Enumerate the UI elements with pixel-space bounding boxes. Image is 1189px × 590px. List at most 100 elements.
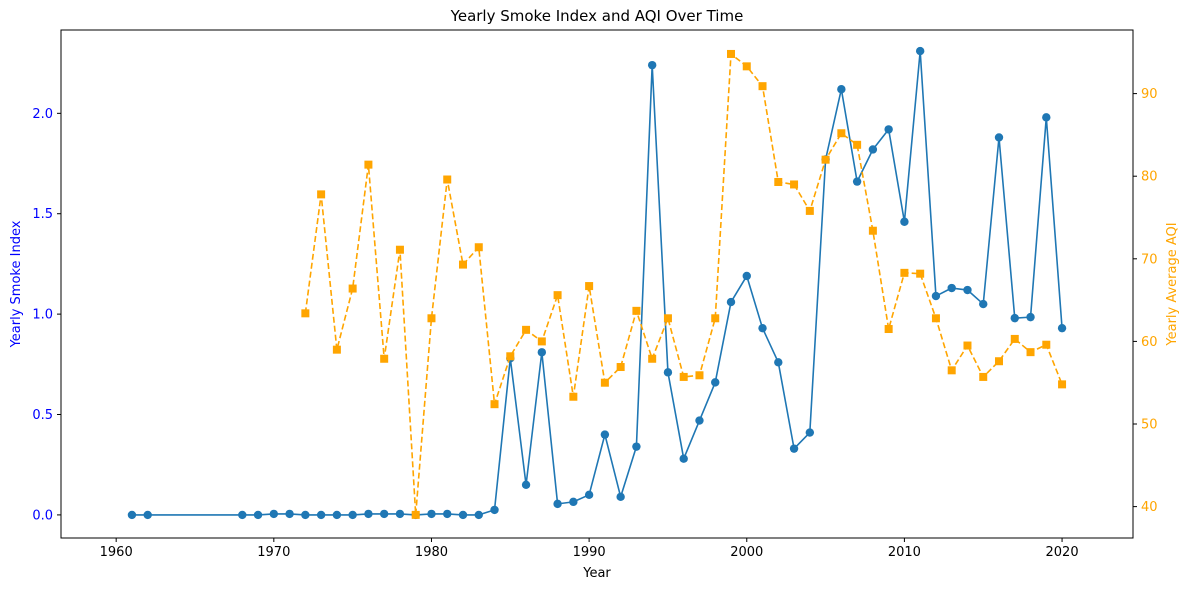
y-left-tick-label: 1.5 (32, 207, 53, 222)
aqi-point (711, 314, 720, 323)
aqi-point (963, 341, 972, 350)
y-right-tick-label: 80 (1141, 170, 1158, 185)
smoke-index-point (742, 271, 751, 281)
smoke-index-point (837, 85, 846, 94)
smoke-index-point (915, 46, 925, 56)
y-left-tick-label: 0.0 (32, 508, 53, 523)
x-tick-label: 2020 (1046, 545, 1079, 560)
x-tick-label: 1960 (100, 545, 133, 560)
aqi-point (979, 372, 988, 381)
series-layer (127, 46, 1067, 520)
aqi-point (1026, 348, 1035, 357)
smoke-index-point (569, 497, 578, 507)
x-tick-label: 1970 (257, 545, 290, 560)
smoke-index-point (994, 133, 1004, 142)
y-left-axis-title: Yearly Smoke Index (9, 220, 24, 348)
smoke-index-point (316, 510, 326, 520)
smoke-index-point (379, 509, 389, 519)
aqi-point (1010, 334, 1019, 343)
aqi-point (632, 306, 641, 315)
smoke-index-point (726, 297, 736, 307)
aqi-point (790, 180, 799, 189)
aqi-point (443, 175, 452, 184)
aqi-point (648, 354, 657, 363)
y-left-tick-label: 1.0 (32, 308, 53, 323)
aqi-point (537, 337, 546, 346)
aqi-point (679, 372, 688, 381)
aqi-point (585, 282, 594, 291)
y-left-tick-label: 0.5 (32, 408, 53, 423)
smoke-index-point (963, 285, 972, 295)
axes-layer: 1960 1970 1980 1990 2000 2010 2020 0.0 0.5 1.0 1.5… (32, 29, 1158, 560)
aqi-point (1058, 380, 1067, 389)
smoke-index-point (269, 509, 279, 519)
smoke-index-point (774, 358, 783, 367)
smoke-index-point (711, 378, 720, 387)
aqi-point (616, 363, 625, 372)
aqi-point (490, 400, 499, 409)
chart-title: Yearly Smoke Index and AQI Over Time (450, 7, 744, 25)
aqi-point (853, 140, 862, 149)
aqi-point (474, 243, 483, 252)
aqi-point (411, 510, 420, 519)
smoke-index-point (238, 510, 247, 520)
aqi-point (900, 268, 909, 277)
aqi-point (916, 269, 925, 278)
aqi-point (663, 314, 672, 323)
aqi-point (348, 284, 357, 293)
x-tick-label: 2010 (888, 545, 921, 560)
aqi-point (569, 392, 578, 401)
plot-frame (60, 29, 1134, 539)
aqi-point (805, 206, 814, 215)
aqi-point (727, 49, 735, 58)
smoke-index-point (395, 509, 405, 519)
y-right-tick-label: 90 (1141, 87, 1158, 102)
x-tick-label: 1980 (415, 545, 448, 560)
smoke-index-point (521, 480, 531, 489)
smoke-index-point (979, 299, 988, 309)
smoke-index-point (553, 499, 562, 509)
aqi-point (931, 314, 940, 323)
aqi-point (695, 371, 704, 380)
smoke-index-point (127, 510, 137, 520)
y-right-tick-label: 40 (1141, 500, 1158, 515)
smoke-index-point (852, 177, 862, 186)
aqi-point (868, 226, 877, 235)
aqi-point (1042, 340, 1051, 349)
smoke-index-point (805, 428, 815, 437)
smoke-index-point (679, 454, 688, 463)
smoke-index-point (947, 283, 956, 293)
aqi-point (364, 160, 373, 169)
smoke-index-point (600, 430, 610, 439)
smoke-index-point (458, 510, 468, 520)
smoke-index-point (1057, 323, 1067, 333)
aqi-point (459, 260, 467, 269)
aqi-point (380, 354, 389, 363)
aqi-point (884, 325, 893, 334)
smoke-index-point (443, 509, 452, 519)
smoke-index-point (332, 510, 342, 520)
aqi-point (332, 345, 341, 354)
aqi-point (774, 177, 783, 186)
smoke-index-point (663, 368, 673, 377)
smoke-index-point (868, 145, 878, 154)
aqi-point (947, 366, 956, 375)
smoke-index-point (632, 442, 641, 451)
aqi-line (304, 53, 1063, 516)
aqi-point (395, 245, 404, 254)
smoke-index-point (616, 492, 625, 502)
aqi-point (821, 155, 830, 164)
smoke-index-point (647, 60, 657, 70)
aqi-point (995, 357, 1003, 366)
smoke-index-point (900, 217, 909, 226)
aqi-point (742, 62, 751, 71)
aqi-point (301, 309, 310, 318)
smoke-index-point (301, 510, 310, 520)
smoke-index-point (695, 416, 704, 425)
x-tick-label: 2000 (730, 545, 763, 560)
smoke-index-point (1042, 113, 1051, 122)
aqi-point (553, 291, 562, 300)
smoke-index-point (1010, 313, 1019, 323)
aqi-point (506, 352, 515, 361)
smoke-index-point (348, 510, 357, 520)
